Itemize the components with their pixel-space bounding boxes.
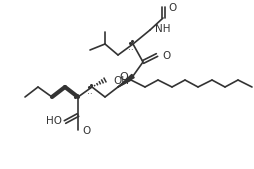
Text: ..: .. (128, 43, 134, 53)
Polygon shape (118, 74, 134, 87)
Text: O: O (168, 3, 176, 13)
Text: O: O (162, 51, 170, 61)
Text: HO: HO (46, 116, 62, 126)
Text: NH: NH (155, 24, 170, 34)
Text: ..: .. (87, 87, 93, 95)
Text: OH: OH (113, 76, 129, 86)
Text: O: O (82, 126, 90, 136)
Text: O: O (119, 72, 128, 82)
